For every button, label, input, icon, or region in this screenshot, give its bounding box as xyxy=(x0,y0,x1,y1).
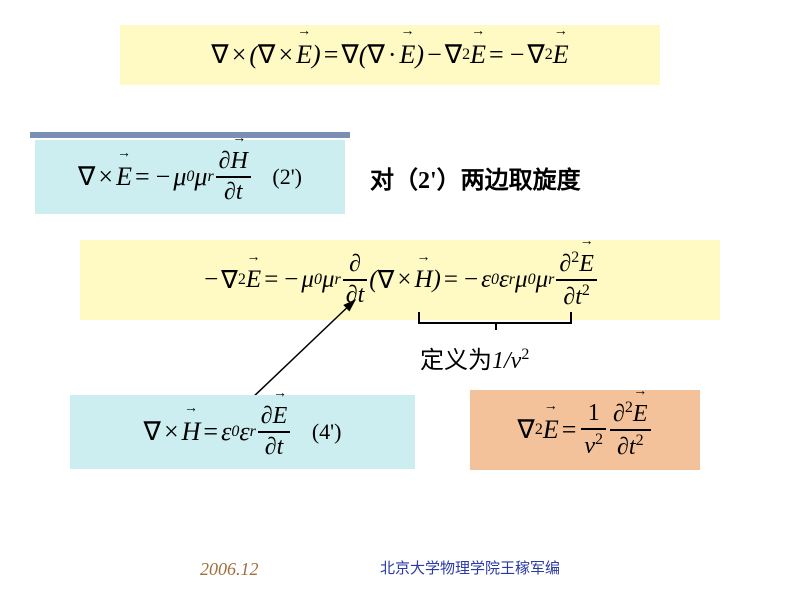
eq4-label: (4') xyxy=(312,419,342,445)
arrow-line xyxy=(0,0,800,600)
equation-4prime: ∇×H = ε0εr ∂E ∂t (4') xyxy=(70,395,415,469)
footer-author: 北京大学物理学院王稼军编 xyxy=(380,557,560,578)
equation-5-wave: ∇2E = 1 v2 ∂2E ∂t2 xyxy=(470,390,700,470)
footer-date: 2006.12 xyxy=(200,559,259,580)
